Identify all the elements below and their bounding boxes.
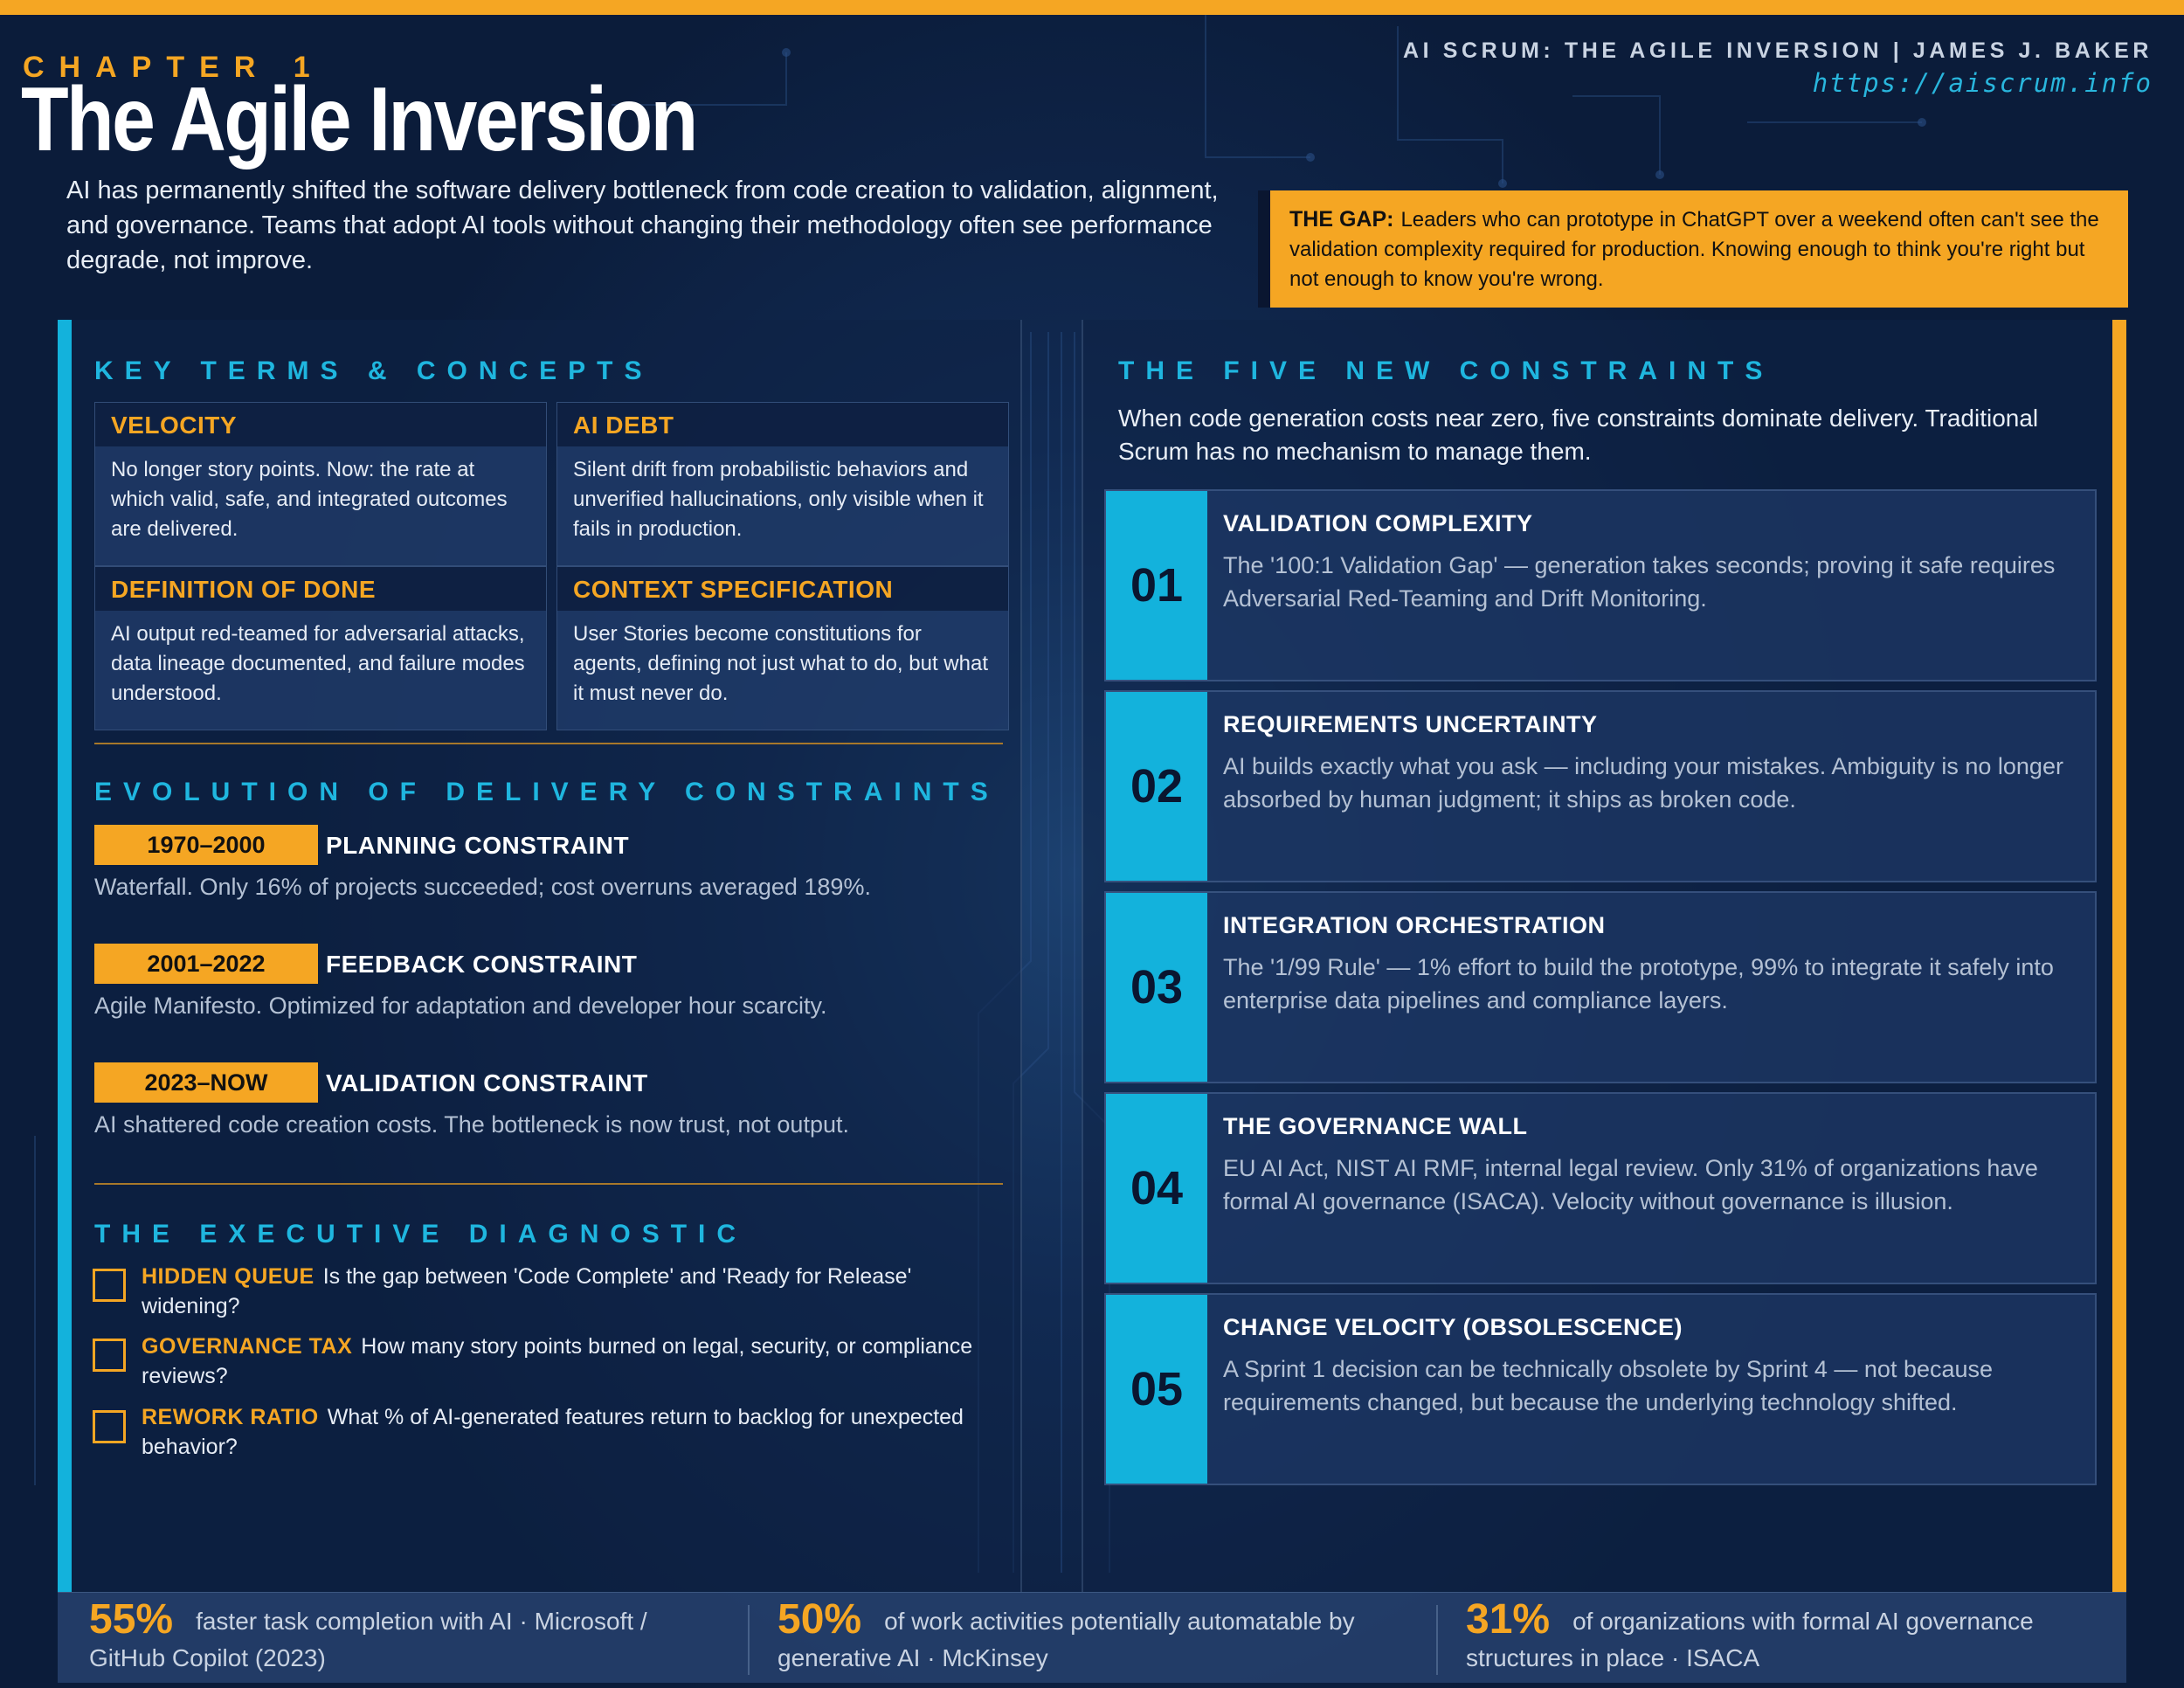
term-description: AI output red-teamed for adversarial att… [111,622,525,705]
term-card-ai-debt: AI DEBT Silent drift from probabilistic … [556,402,1009,566]
five-constraints-heading: THE FIVE NEW CONSTRAINTS [1118,356,1774,385]
diagnostic-item: GOVERNANCE TAX How many story points burn… [142,1332,980,1391]
constraint-number: 01 [1130,559,1184,612]
diagnostic-label: GOVERNANCE TAX [142,1334,353,1359]
constraint-description: A Sprint 1 decision can be technically o… [1223,1356,1994,1415]
term-description: Silent drift from probabilistic behavior… [573,458,984,541]
term-description: User Stories become constitutions for ag… [573,622,988,705]
constraint-card: 04 THE GOVERNANCE WALL EU AI Act, NIST A… [1104,1092,2097,1284]
constraint-card: 05 CHANGE VELOCITY (OBSOLESCENCE) A Spri… [1104,1293,2097,1485]
stat-item: 50% of work activities potentially automa… [778,1599,1406,1677]
term-description: No longer story points. Now: the rate at… [111,458,508,541]
era-description: Waterfall. Only 16% of projects succeede… [94,874,871,900]
constraint-title: CHANGE VELOCITY (OBSOLESCENCE) [1223,1314,1683,1340]
constraint-title: INTEGRATION ORCHESTRATION [1223,912,1606,938]
diagnostic-checkbox[interactable] [93,1410,126,1443]
section-divider [94,743,1003,744]
number-block [1106,692,1207,881]
stat-text: of organizations with formal AI governan… [1466,1608,2034,1671]
key-terms-heading: KEY TERMS & CONCEPTS [94,356,653,385]
era-title: PLANNING CONSTRAINT [326,832,630,859]
gap-label: THE GAP: [1289,207,1394,232]
era-years: 2023–NOW [94,1062,318,1103]
stat-value: 50% [778,1596,862,1643]
diagnostic-checkbox[interactable] [93,1269,126,1302]
constraint-title: VALIDATION COMPLEXITY [1223,510,1533,536]
stat-text: faster task completion with AI · Microso… [89,1608,647,1671]
number-block [1106,1295,1207,1484]
era-description: AI shattered code creation costs. The bo… [94,1111,849,1138]
stat-item: 31% of organizations with formal AI gover… [1466,1599,2095,1677]
top-accent-bar [0,0,2184,15]
constraint-description: The '1/99 Rule' — 1% effort to build the… [1223,954,2054,1013]
era-years: 1970–2000 [94,825,318,865]
constraint-number: 03 [1130,961,1184,1013]
term-card-definition-of-done: DEFINITION OF DONE AI output red-teamed … [94,566,547,730]
constraint-title: REQUIREMENTS UNCERTAINTY [1223,711,1598,737]
stats-bar: 55% faster task completion with AI · Micr… [58,1592,2126,1683]
stat-divider [748,1605,750,1675]
stat-divider [1436,1605,1438,1675]
number-block [1106,1094,1207,1283]
constraint-number: 02 [1130,760,1184,813]
intro-paragraph: AI has permanently shifted the software … [66,176,1219,274]
stat-value: 55% [89,1596,174,1643]
five-constraints-intro: When code generation costs near zero, fi… [1118,405,2039,465]
term-card-velocity: VELOCITY No longer story points. Now: th… [94,402,547,566]
term-name: AI DEBT [557,403,1008,446]
term-name: DEFINITION OF DONE [95,567,546,611]
page-title: The Agile Inversion [21,69,698,170]
constraint-number: 05 [1130,1363,1184,1415]
gap-text: Leaders who can prototype in ChatGPT ove… [1289,208,2099,291]
diagnostic-question: What % of AI-generated features return t… [142,1405,964,1459]
diagnostic-question: How many story points burned on legal, s… [142,1334,973,1388]
stat-value: 31% [1466,1596,1551,1643]
diagnostic-label: REWORK RATIO [142,1405,319,1429]
book-url-link[interactable]: https://aiscrum.info [1812,68,2153,98]
diagnostic-heading: THE EXECUTIVE DIAGNOSTIC [94,1220,748,1249]
constraint-description: AI builds exactly what you ask — includi… [1223,753,2063,813]
era-title: FEEDBACK CONSTRAINT [326,951,638,978]
diagnostic-item: REWORK RATIO What % of AI-generated featu… [142,1402,980,1462]
era-description: Agile Manifesto. Optimized for adaptatio… [94,993,827,1019]
stat-item: 55% faster task completion with AI · Micr… [89,1599,718,1677]
gap-callout: THE GAP: Leaders who can prototype in Cha… [1258,190,2128,308]
term-name: VELOCITY [95,403,546,446]
number-block [1106,893,1207,1082]
term-card-context-specification: CONTEXT SPECIFICATION User Stories becom… [556,566,1009,730]
chapter-label: CHAPTER 1 [23,51,325,84]
constraint-number: 04 [1130,1162,1184,1214]
book-credit: AI SCRUM: THE AGILE INVERSION | JAMES J.… [1402,38,2153,63]
diagnostic-label: HIDDEN QUEUE [142,1264,314,1289]
constraint-description: The '100:1 Validation Gap' — generation … [1223,552,2056,612]
constraint-card: 02 REQUIREMENTS UNCERTAINTY AI builds ex… [1104,690,2097,882]
era-years: 2001–2022 [94,944,318,984]
section-divider [94,1183,1003,1185]
number-block [1106,491,1207,680]
era-title: VALIDATION CONSTRAINT [326,1069,648,1097]
diagnostic-item: HIDDEN QUEUE Is the gap between 'Code Com… [142,1262,980,1321]
constraint-description: EU AI Act, NIST AI RMF, internal legal r… [1223,1155,2038,1214]
constraint-title: THE GOVERNANCE WALL [1223,1113,1528,1139]
term-name: CONTEXT SPECIFICATION [557,567,1008,611]
constraint-card: 03 INTEGRATION ORCHESTRATION The '1/99 R… [1104,891,2097,1083]
constraint-card: 01 VALIDATION COMPLEXITY The '100:1 Vali… [1104,489,2097,681]
stat-text: of work activities potentially automatab… [778,1608,1355,1671]
diagnostic-checkbox[interactable] [93,1339,126,1372]
diagnostic-question: Is the gap between 'Code Complete' and '… [142,1264,912,1318]
evolution-heading: EVOLUTION OF DELIVERY CONSTRAINTS [94,778,999,806]
